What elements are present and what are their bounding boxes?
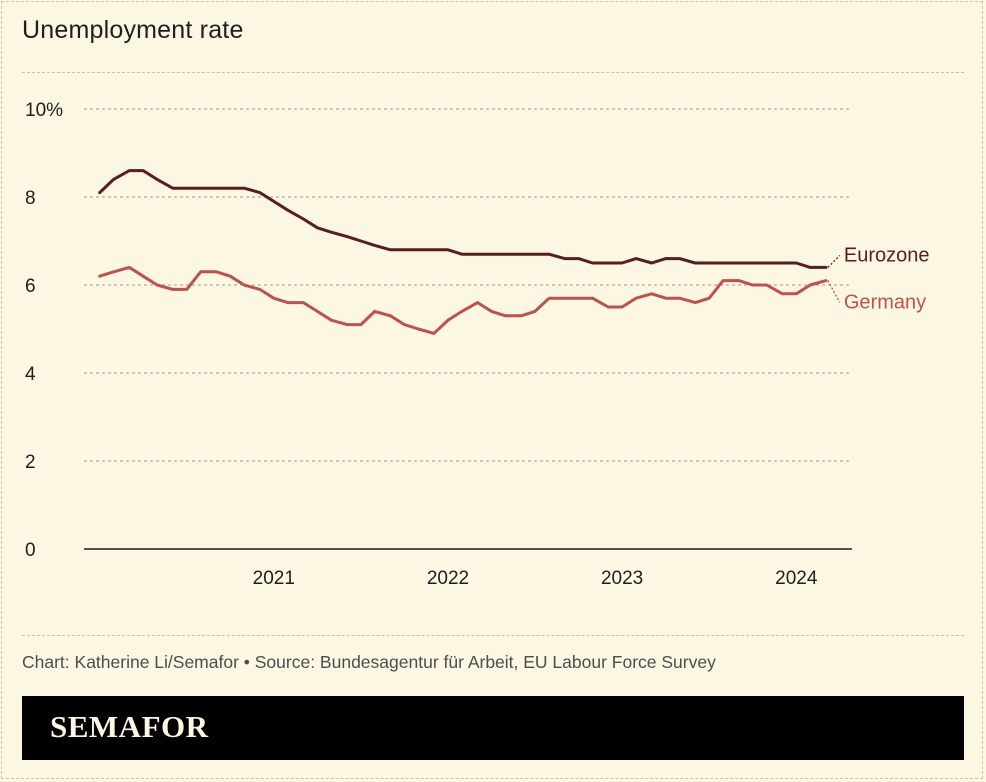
x-tick-label: 2022 [427,568,469,589]
y-tick-label: 2 [25,452,36,473]
x-tick-label: 2023 [601,568,643,589]
semafor-logo: SEMAFOR [50,709,209,744]
series-line-germany [98,265,828,335]
series-label-germany: Germany [844,292,926,314]
line-chart: 0 2 4 6 8 10% 2021 2022 2023 2024 Eurozone Germany [25,100,930,589]
chart-title: Unemployment rate [22,16,244,44]
y-tick-label: 8 [25,188,36,209]
y-tick-label: 0 [25,540,36,561]
y-tick-label: 10% [25,100,63,121]
x-tick-label: 2021 [253,568,295,589]
bottom-divider [22,635,964,636]
series-leader-germany [827,280,841,303]
y-tick-label: 4 [25,364,36,385]
brand-bar: SEMAFOR [22,696,964,760]
series-line-eurozone [98,169,828,269]
top-divider [22,72,964,73]
y-tick-label: 6 [25,276,36,297]
series-label-eurozone: Eurozone [844,244,930,266]
source-note: Chart: Katherine Li/Semafor • Source: Bu… [22,652,716,672]
x-tick-label: 2024 [775,568,818,589]
series-leader-eurozone [827,254,841,268]
